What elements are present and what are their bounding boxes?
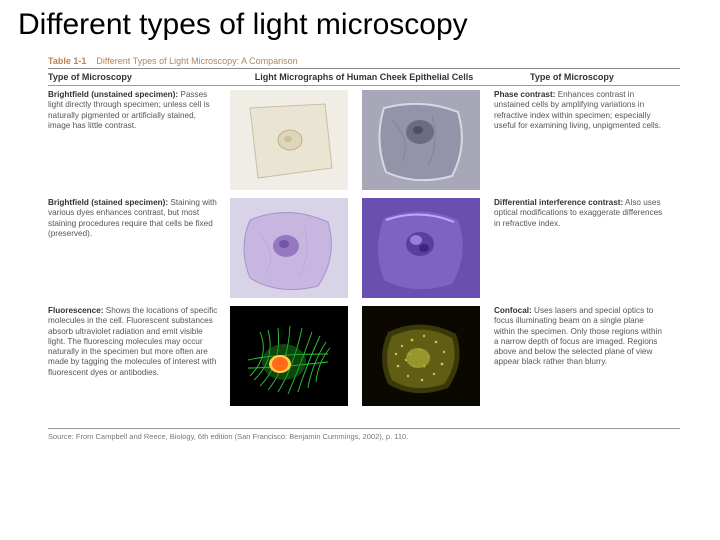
micrograph-dic [362, 198, 480, 298]
micrograph-brightfield-unstained [230, 90, 348, 190]
micrograph-brightfield-stained [230, 198, 348, 298]
desc-left: Fluorescence: Shows the locations of spe… [48, 306, 218, 378]
column-headers: Type of Microscopy Light Micrographs of … [48, 69, 680, 85]
table-caption: Table 1-1 Different Types of Light Micro… [48, 56, 680, 66]
table-row: Brightfield (unstained specimen): Passes… [48, 90, 680, 190]
lead-text: Phase contrast: [494, 90, 555, 99]
lead-text: Differential interference contrast: [494, 198, 623, 207]
header-right: Type of Microscopy [510, 72, 680, 82]
desc-right: Confocal: Uses lasers and special optics… [494, 306, 664, 368]
source-citation: Source: From Campbell and Reece, Biology… [48, 432, 680, 441]
desc-right: Differential interference contrast: Also… [494, 198, 664, 229]
header-mid: Light Micrographs of Human Cheek Epithel… [218, 72, 510, 82]
desc-left: Brightfield (stained specimen): Staining… [48, 198, 218, 239]
rule-bottom [48, 428, 680, 429]
table-number: Table 1-1 [48, 56, 86, 66]
table-row: Brightfield (stained specimen): Staining… [48, 198, 680, 298]
micrograph-phase-contrast [362, 90, 480, 190]
table-row: Fluorescence: Shows the locations of spe… [48, 306, 680, 406]
desc-left: Brightfield (unstained specimen): Passes… [48, 90, 218, 131]
header-left: Type of Microscopy [48, 72, 218, 82]
desc-right: Phase contrast: Enhances contrast in uns… [494, 90, 664, 131]
rule-mid [48, 85, 680, 86]
micrograph-confocal: 50 µm [362, 306, 480, 406]
micrograph-fluorescence [230, 306, 348, 406]
lead-text: Fluorescence: [48, 306, 104, 315]
figure-container: Table 1-1 Different Types of Light Micro… [0, 46, 720, 441]
table-caption-text: Different Types of Light Microscopy: A C… [96, 56, 297, 66]
body-text: Shows the locations of specific molecule… [48, 306, 217, 377]
lead-text: Brightfield (stained specimen): [48, 198, 168, 207]
lead-text: Brightfield (unstained specimen): [48, 90, 178, 99]
body-text: Uses lasers and special optics to focus … [494, 306, 662, 366]
lead-text: Confocal: [494, 306, 532, 315]
slide-title: Different types of light microscopy [0, 0, 720, 46]
